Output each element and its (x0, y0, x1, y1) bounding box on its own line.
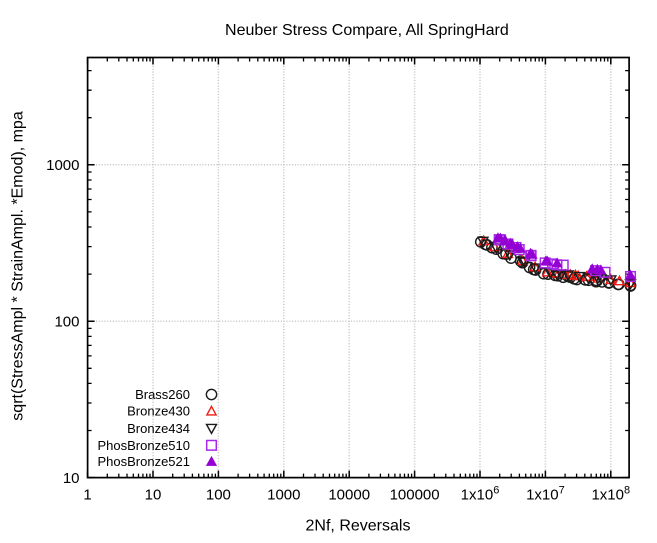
svg-text:1000: 1000 (267, 487, 300, 504)
svg-text:100: 100 (206, 487, 231, 504)
svg-text:1000: 1000 (46, 157, 79, 174)
svg-text:1x106: 1x106 (461, 485, 500, 504)
svg-text:PhosBronze510: PhosBronze510 (97, 438, 190, 453)
svg-text:2Nf, Reversals: 2Nf, Reversals (306, 518, 411, 535)
svg-text:1x107: 1x107 (526, 485, 565, 504)
svg-text:sqrt(StressAmpl * StrainAmpl.: sqrt(StressAmpl * StrainAmpl. *Emod), mp… (10, 111, 27, 421)
svg-text:Bronze430: Bronze430 (127, 404, 190, 419)
svg-text:10: 10 (145, 487, 162, 504)
svg-text:Brass260: Brass260 (135, 387, 190, 402)
svg-text:100000: 100000 (390, 487, 440, 504)
svg-text:100: 100 (54, 313, 79, 330)
svg-text:1: 1 (83, 487, 91, 504)
svg-text:10: 10 (63, 470, 80, 487)
svg-text:Neuber Stress Compare, All Spr: Neuber Stress Compare, All SpringHard (225, 22, 509, 39)
svg-text:10000: 10000 (328, 487, 370, 504)
svg-text:Bronze434: Bronze434 (127, 421, 190, 436)
svg-text:1x108: 1x108 (591, 485, 630, 504)
svg-text:PhosBronze521: PhosBronze521 (97, 454, 190, 469)
